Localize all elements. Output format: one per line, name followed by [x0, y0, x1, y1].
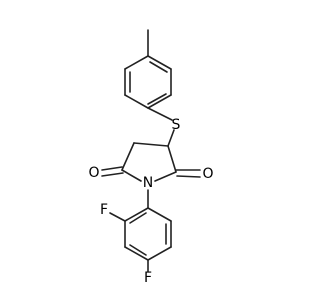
bond: [121, 169, 142, 182]
bond: [129, 244, 147, 256]
bond: [147, 207, 172, 222]
atom-label: F: [100, 202, 108, 218]
bond: [147, 55, 172, 70]
bond: [109, 212, 126, 222]
bond: [154, 171, 177, 182]
bond: [124, 94, 149, 109]
bond: [176, 175, 201, 178]
molecule-diagram: S O O N F F: [88, 29, 214, 286]
atom-labels: S O O N F F: [88, 117, 213, 286]
bond: [133, 142, 169, 147]
bond: [149, 61, 168, 73]
bond: [147, 93, 167, 105]
bond: [124, 207, 149, 222]
atom-label: S: [172, 117, 181, 133]
bond: [167, 145, 177, 173]
bond: [121, 142, 135, 171]
bond: [167, 129, 175, 147]
bond: [124, 55, 149, 70]
bond: [124, 246, 149, 261]
bond: [129, 212, 147, 224]
bond: [147, 94, 172, 109]
bond: [101, 172, 124, 177]
atom-label: O: [202, 166, 213, 182]
bond: [101, 166, 123, 171]
bond: [147, 246, 172, 261]
bond: [147, 107, 173, 121]
bonds: [101, 29, 201, 272]
atom-label: F: [144, 270, 152, 286]
atom-label: N: [143, 175, 153, 191]
atom-label: O: [88, 165, 99, 181]
